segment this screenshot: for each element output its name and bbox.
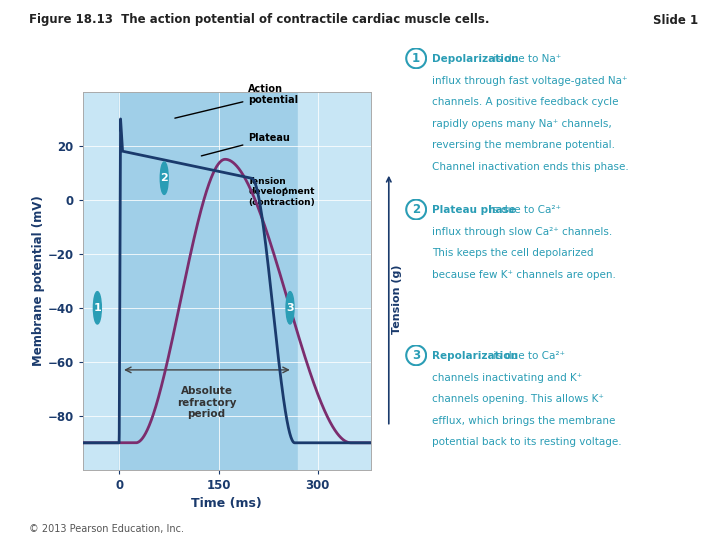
Text: channels inactivating and K⁺: channels inactivating and K⁺	[432, 373, 582, 383]
Text: Channel inactivation ends this phase.: Channel inactivation ends this phase.	[432, 162, 629, 172]
Bar	[83, 92, 120, 470]
Circle shape	[161, 162, 168, 194]
Text: 1: 1	[412, 52, 420, 65]
Text: because few K⁺ channels are open.: because few K⁺ channels are open.	[432, 270, 616, 280]
Text: Absolute
refractory
period: Absolute refractory period	[177, 386, 236, 419]
X-axis label: Time (ms): Time (ms)	[192, 497, 262, 510]
Bar	[120, 92, 298, 470]
Bar	[298, 92, 371, 470]
Text: Repolarization: Repolarization	[432, 351, 518, 361]
Text: 2: 2	[161, 173, 168, 183]
Text: efflux, which brings the membrane: efflux, which brings the membrane	[432, 416, 616, 426]
Text: is due to Na⁺: is due to Na⁺	[490, 54, 562, 64]
Text: © 2013 Pearson Education, Inc.: © 2013 Pearson Education, Inc.	[29, 523, 184, 534]
Text: is due to Ca²⁺: is due to Ca²⁺	[486, 205, 562, 215]
Text: channels. A positive feedback cycle: channels. A positive feedback cycle	[432, 97, 618, 107]
Text: Depolarization: Depolarization	[432, 54, 518, 64]
Text: 3: 3	[412, 349, 420, 362]
Text: influx through slow Ca²⁺ channels.: influx through slow Ca²⁺ channels.	[432, 227, 612, 237]
Text: channels opening. This allows K⁺: channels opening. This allows K⁺	[432, 394, 604, 404]
Y-axis label: Membrane potential (mV): Membrane potential (mV)	[32, 195, 45, 366]
Text: reversing the membrane potential.: reversing the membrane potential.	[432, 140, 615, 151]
Circle shape	[94, 292, 102, 324]
Text: is due to Ca²⁺: is due to Ca²⁺	[490, 351, 565, 361]
Text: Action
potential: Action potential	[175, 84, 299, 118]
Text: influx through fast voltage-gated Na⁺: influx through fast voltage-gated Na⁺	[432, 76, 628, 86]
Text: Figure 18.13  The action potential of contractile cardiac muscle cells.: Figure 18.13 The action potential of con…	[29, 14, 490, 26]
Text: 1: 1	[94, 303, 102, 313]
Text: potential back to its resting voltage.: potential back to its resting voltage.	[432, 437, 621, 448]
Text: 2: 2	[412, 203, 420, 216]
Text: This keeps the cell depolarized: This keeps the cell depolarized	[432, 248, 593, 259]
Text: Tension (g): Tension (g)	[392, 265, 402, 334]
Text: rapidly opens many Na⁺ channels,: rapidly opens many Na⁺ channels,	[432, 119, 612, 129]
Text: Plateau: Plateau	[202, 133, 290, 156]
Text: 3: 3	[287, 303, 294, 313]
Text: Tension
development
(contraction): Tension development (contraction)	[248, 177, 315, 207]
Text: Plateau phase: Plateau phase	[432, 205, 516, 215]
Text: Slide 1: Slide 1	[653, 14, 698, 26]
Circle shape	[286, 292, 294, 324]
